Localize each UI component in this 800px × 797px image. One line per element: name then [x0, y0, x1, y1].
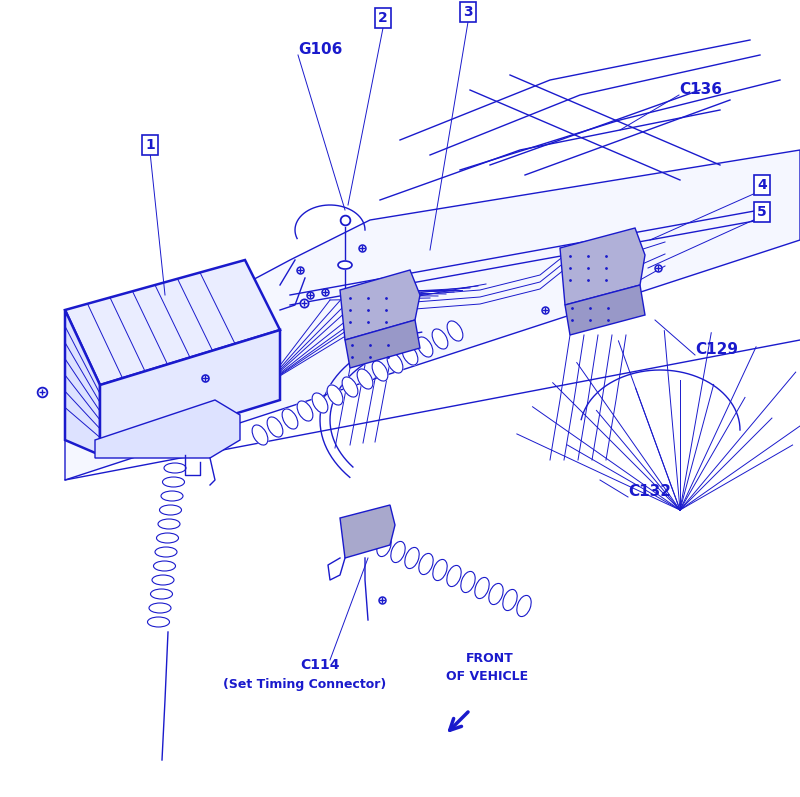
Ellipse shape	[461, 571, 475, 593]
Polygon shape	[340, 270, 420, 340]
Text: 1: 1	[145, 138, 155, 152]
Ellipse shape	[503, 590, 517, 611]
Ellipse shape	[342, 377, 358, 397]
Polygon shape	[345, 320, 420, 368]
Ellipse shape	[433, 559, 447, 580]
Text: C114: C114	[300, 658, 340, 672]
Polygon shape	[100, 330, 280, 455]
Ellipse shape	[312, 393, 328, 413]
Ellipse shape	[297, 401, 313, 421]
Text: OF VEHICLE: OF VEHICLE	[446, 670, 528, 683]
Ellipse shape	[517, 595, 531, 617]
Ellipse shape	[162, 477, 185, 487]
Ellipse shape	[154, 561, 175, 571]
Ellipse shape	[282, 409, 298, 429]
Ellipse shape	[489, 583, 503, 605]
Ellipse shape	[252, 425, 268, 445]
Polygon shape	[340, 505, 395, 558]
Ellipse shape	[417, 337, 433, 357]
Ellipse shape	[419, 553, 433, 575]
Ellipse shape	[447, 321, 463, 341]
Text: G106: G106	[298, 42, 342, 57]
Ellipse shape	[161, 491, 183, 501]
Text: C136: C136	[679, 82, 722, 97]
Polygon shape	[560, 228, 645, 305]
Ellipse shape	[149, 603, 171, 613]
Ellipse shape	[372, 361, 388, 381]
Text: C129: C129	[695, 342, 738, 357]
Polygon shape	[565, 285, 645, 335]
Text: 5: 5	[757, 205, 767, 219]
Ellipse shape	[357, 369, 373, 389]
Text: 4: 4	[757, 178, 767, 192]
Polygon shape	[65, 260, 280, 385]
Ellipse shape	[405, 548, 419, 568]
Ellipse shape	[155, 547, 177, 557]
Text: 3: 3	[463, 5, 473, 19]
Ellipse shape	[157, 533, 178, 543]
Ellipse shape	[150, 589, 173, 599]
Ellipse shape	[387, 353, 403, 373]
Ellipse shape	[164, 463, 186, 473]
Ellipse shape	[447, 565, 461, 587]
Ellipse shape	[267, 417, 283, 437]
Polygon shape	[95, 400, 240, 458]
Text: 2: 2	[378, 11, 388, 25]
Ellipse shape	[432, 329, 448, 349]
Ellipse shape	[327, 385, 343, 405]
Ellipse shape	[363, 529, 377, 551]
Ellipse shape	[402, 345, 418, 365]
Ellipse shape	[147, 617, 170, 627]
Polygon shape	[65, 310, 100, 455]
Ellipse shape	[377, 536, 391, 556]
Text: (Set Timing Connector): (Set Timing Connector)	[223, 678, 386, 691]
Ellipse shape	[475, 578, 489, 599]
Text: FRONT: FRONT	[466, 652, 514, 665]
Polygon shape	[65, 150, 800, 480]
Text: C132: C132	[628, 484, 671, 499]
Ellipse shape	[158, 519, 180, 529]
Ellipse shape	[152, 575, 174, 585]
Ellipse shape	[391, 541, 405, 563]
Ellipse shape	[338, 261, 352, 269]
Ellipse shape	[159, 505, 182, 515]
